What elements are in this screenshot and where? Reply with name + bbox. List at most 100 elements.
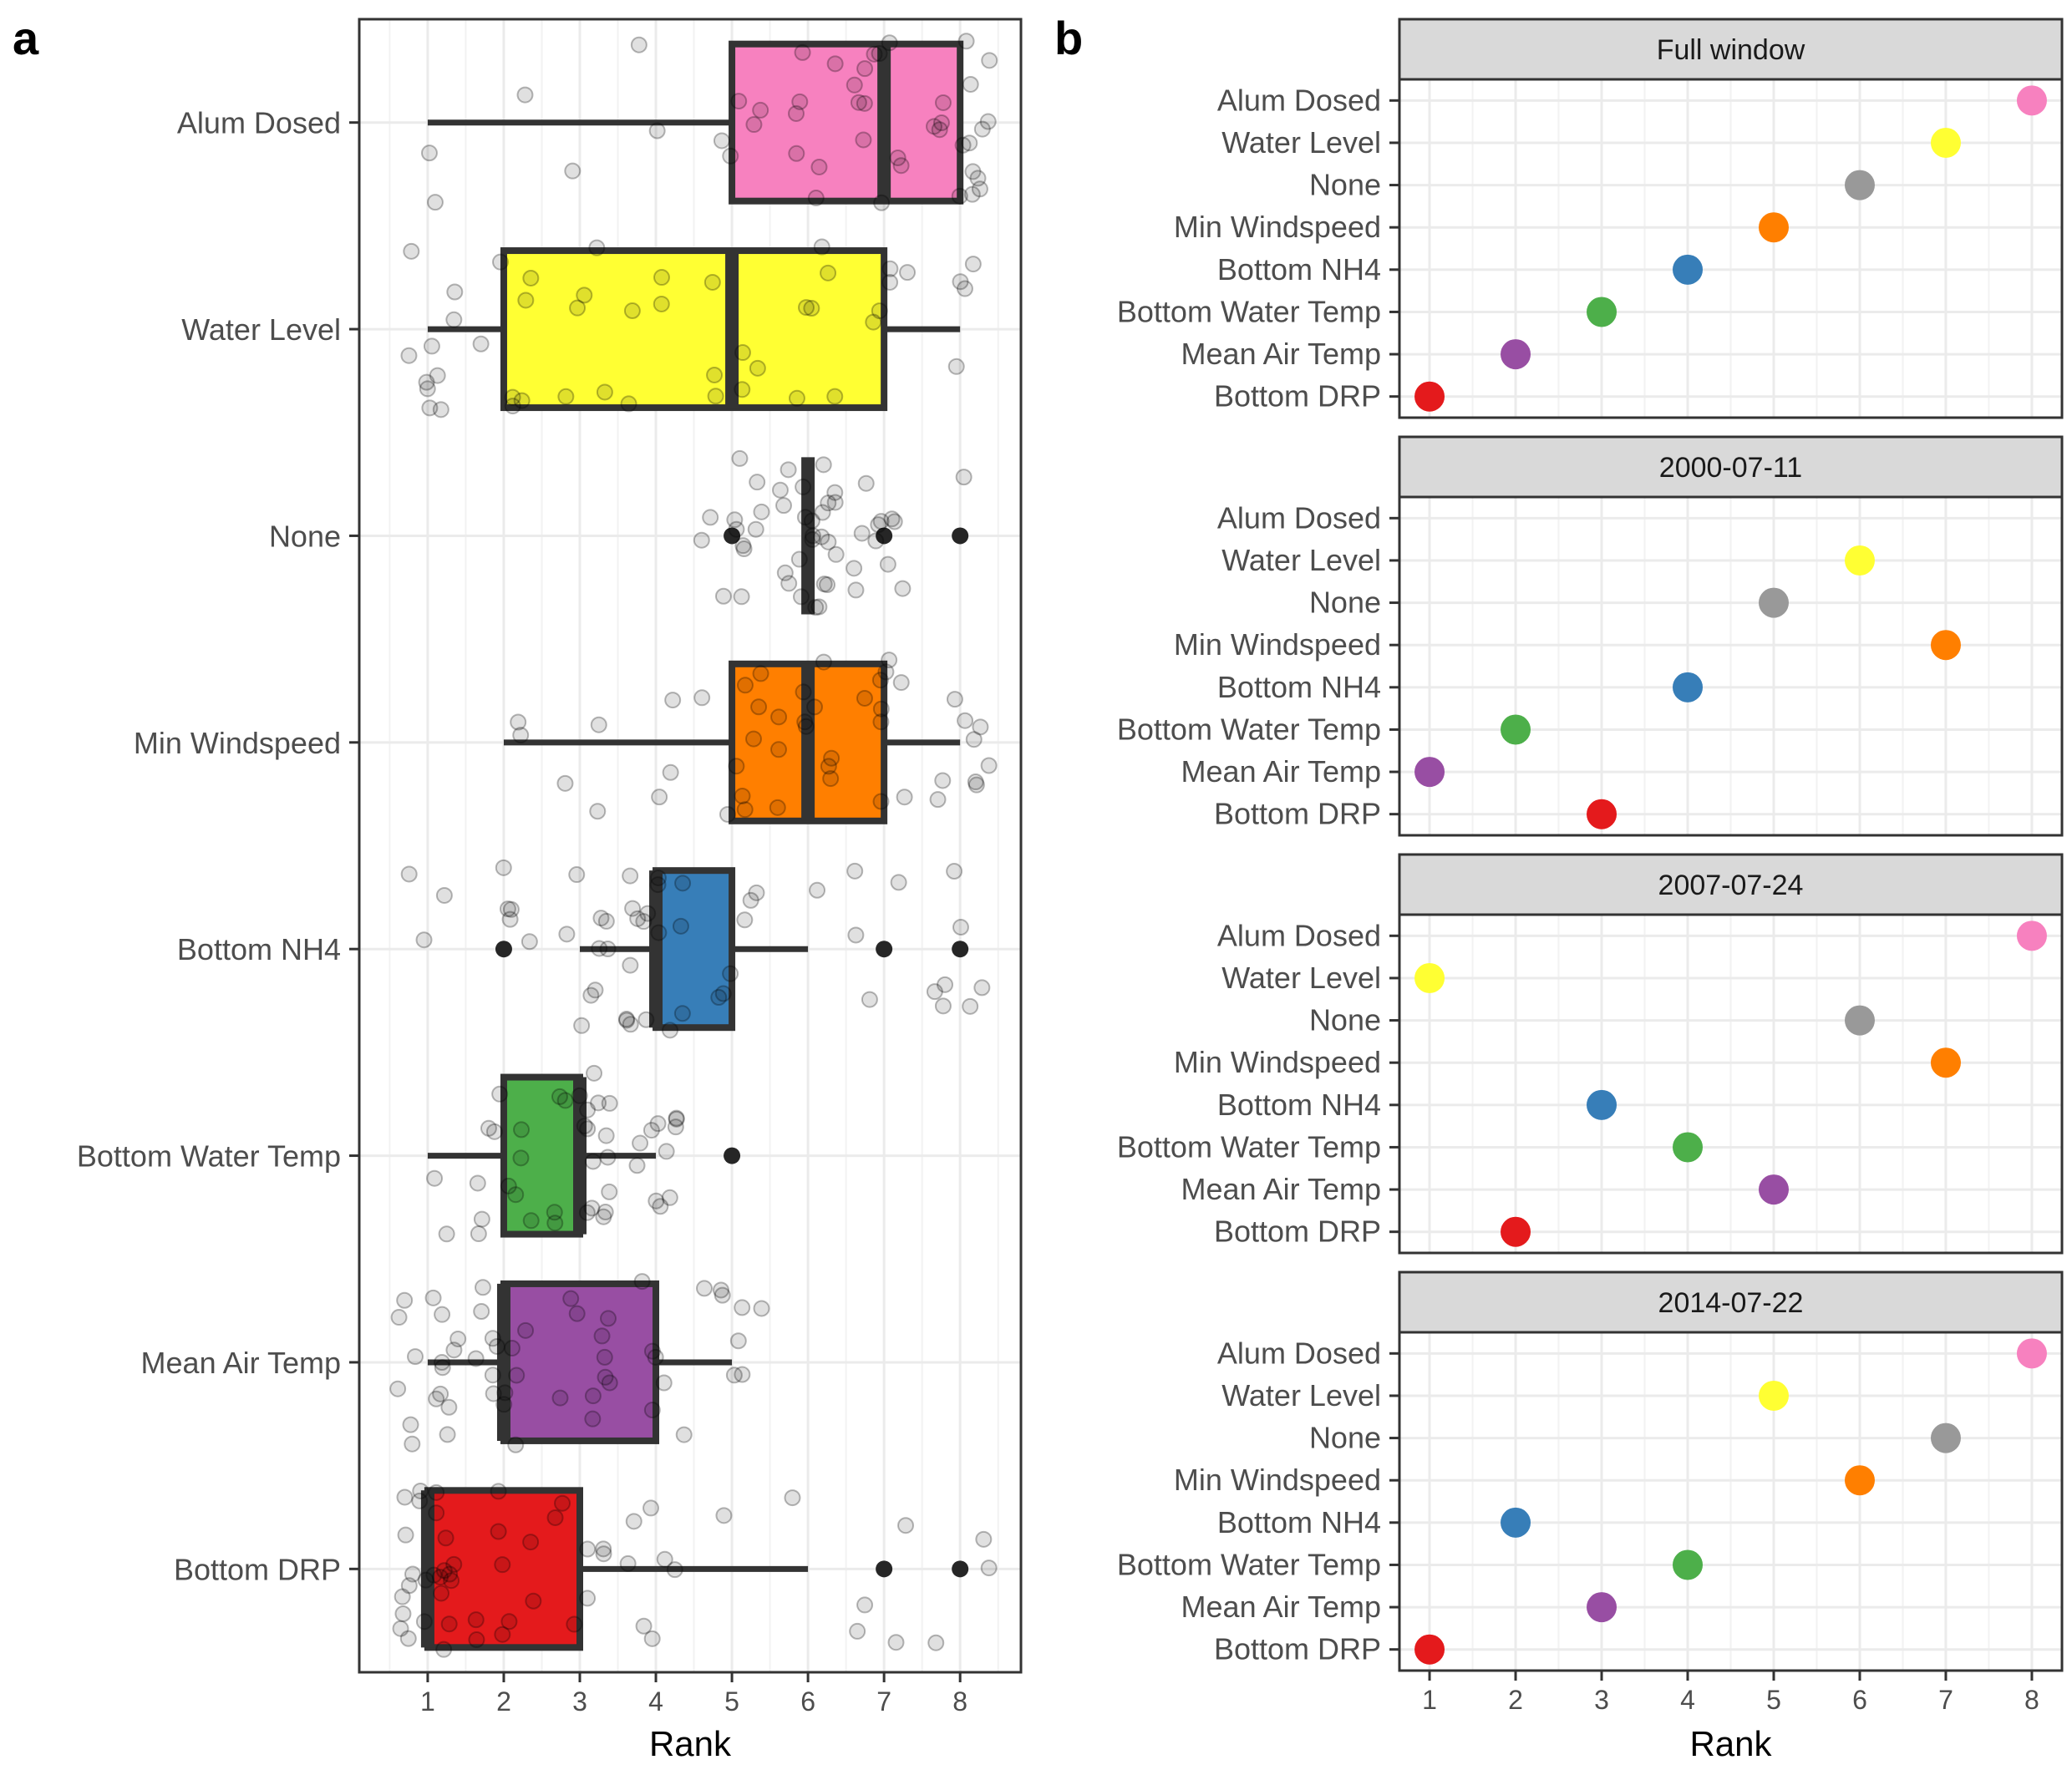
jitter-point-bottom-nh4 xyxy=(742,891,759,909)
panel-b-facets: Full window Alum Dosed Water Level None Min … xyxy=(1117,18,2064,1763)
rank-point-water-level xyxy=(1414,962,1445,993)
jitter-point-water-level xyxy=(734,344,751,362)
jitter-point-none xyxy=(753,503,770,520)
jitter-point-bottom-nh4 xyxy=(672,917,689,935)
jitter-point-bottom-water-temp xyxy=(576,1118,593,1135)
jitter-point-water-level xyxy=(517,292,535,309)
jitter-point-bottom-nh4 xyxy=(649,869,667,886)
facet-strip-label: 2000-07-11 xyxy=(1659,452,1802,484)
rank-point-bottom-water-temp xyxy=(1673,1549,1704,1580)
jitter-point-min-windspeed xyxy=(736,801,754,819)
rank-point-water-level xyxy=(1930,127,1961,158)
outlier-point-none xyxy=(876,527,893,545)
y-tick-label-bottom-nh4: Bottom NH4 xyxy=(1217,670,1381,704)
jitter-point-bottom-drp xyxy=(666,1561,683,1579)
jitter-point-min-windspeed xyxy=(693,689,711,707)
rank-point-alum-dosed xyxy=(2016,920,2047,951)
facet-strip xyxy=(1398,853,2064,916)
jitter-point-mean-air-temp xyxy=(467,1350,485,1367)
facet-border xyxy=(1398,913,2064,1255)
y-tick-label-alum-dosed: Alum Dosed xyxy=(1217,1336,1381,1370)
jitter-point-bottom-nh4 xyxy=(599,941,617,958)
y-tick-label-none: None xyxy=(1309,1003,1381,1037)
jitter-point-bottom-drp xyxy=(435,1562,453,1580)
facet-strip-label: 2007-07-24 xyxy=(1658,870,1804,901)
jitter-point-bottom-water-temp xyxy=(601,1094,618,1112)
box-bottom-drp xyxy=(420,1487,969,1651)
jitter-point-bottom-water-temp xyxy=(578,1204,596,1221)
jitter-point-alum-dosed xyxy=(964,163,982,180)
jitter-point-none xyxy=(731,449,749,467)
jitter-point-bottom-drp xyxy=(467,1611,485,1629)
jitter-point-mean-air-temp xyxy=(496,1384,514,1402)
jitter-point-bottom-nh4 xyxy=(674,875,692,892)
jitter-point-bottom-drp xyxy=(784,1489,801,1507)
jitter-point-min-windspeed xyxy=(980,757,998,774)
rank-point-water-level xyxy=(1844,545,1875,576)
jitter-point-bottom-water-temp xyxy=(649,1115,667,1133)
jitter-point-bottom-drp xyxy=(525,1592,542,1610)
jitter-point-bottom-nh4 xyxy=(587,981,604,999)
jitter-point-bottom-water-temp xyxy=(586,1064,603,1082)
jitter-point-water-level xyxy=(881,260,899,277)
jitter-point-bottom-water-temp xyxy=(595,1208,612,1225)
rank-point-mean-air-temp xyxy=(1414,757,1445,788)
jitter-bottom-water-temp xyxy=(426,1064,685,1243)
jitter-point-bottom-water-temp xyxy=(583,1199,601,1217)
jitter-point-min-windspeed xyxy=(872,713,890,731)
jitter-none xyxy=(693,449,973,616)
box-mean-air-temp xyxy=(427,1280,733,1444)
outlier-point-bottom-nh4 xyxy=(495,941,512,958)
jitter-point-none xyxy=(771,481,789,499)
jitter-point-min-windspeed xyxy=(719,805,736,823)
jitter-point-bottom-drp xyxy=(445,1555,463,1573)
jitter-point-none xyxy=(796,509,814,526)
jitter-point-bottom-drp xyxy=(399,1630,417,1647)
jitter-point-none xyxy=(820,494,837,512)
jitter-point-water-level xyxy=(734,381,751,398)
jitter-point-water-level xyxy=(557,388,575,405)
jitter-point-bottom-water-temp xyxy=(500,1177,517,1194)
jitter-bottom-drp xyxy=(392,1482,998,1658)
jitter-point-bottom-nh4 xyxy=(973,979,991,997)
rank-point-bottom-drp xyxy=(1414,381,1445,412)
jitter-point-bottom-nh4 xyxy=(846,862,864,880)
outlier-point-bottom-water-temp xyxy=(724,1147,741,1164)
jitter-point-bottom-drp xyxy=(546,1509,564,1526)
jitter-point-water-level xyxy=(491,253,509,271)
jitter-point-none xyxy=(814,504,831,521)
jitter-point-bottom-water-temp xyxy=(556,1092,574,1109)
jitter-point-bottom-nh4 xyxy=(673,1005,691,1022)
jitter-point-min-windspeed xyxy=(877,663,895,681)
jitter-point-water-level xyxy=(472,335,490,352)
jitter-point-bottom-water-temp xyxy=(597,1204,614,1221)
jitter-point-mean-air-temp xyxy=(729,1332,747,1350)
jitter-point-bottom-water-temp xyxy=(512,1149,530,1167)
jitter-point-none xyxy=(867,532,885,550)
jitter-point-bottom-water-temp xyxy=(438,1225,455,1243)
y-tick-label-bottom-water-temp: Bottom Water Temp xyxy=(1117,1547,1381,1581)
rank-point-min-windspeed xyxy=(1844,1465,1875,1496)
jitter-point-alum-dosed xyxy=(516,86,534,104)
jitter-point-mean-air-temp xyxy=(633,1273,651,1291)
jitter-point-bottom-nh4 xyxy=(592,910,610,927)
jitter-point-mean-air-temp xyxy=(440,1398,458,1416)
jitter-point-min-windspeed xyxy=(965,731,983,748)
jitter-point-water-level xyxy=(429,367,446,384)
jitter-point-min-windspeed xyxy=(728,758,745,775)
jitter-point-water-level xyxy=(703,273,721,291)
jitter-point-bottom-drp xyxy=(412,1482,429,1499)
x-tick-label: 1 xyxy=(1422,1685,1437,1715)
jitter-point-water-level xyxy=(620,395,637,413)
jitter-point-bottom-drp xyxy=(494,1556,511,1574)
jitter-point-mean-air-temp xyxy=(584,1410,602,1428)
jitter-point-alum-dosed xyxy=(745,116,763,134)
jitter-point-bottom-nh4 xyxy=(435,886,453,904)
jitter-point-bottom-drp xyxy=(428,1483,445,1501)
jitter-point-bottom-water-temp xyxy=(426,1169,444,1187)
jitter-point-water-level xyxy=(952,273,969,291)
jitter-point-bottom-water-temp xyxy=(661,1189,678,1206)
jitter-point-bottom-nh4 xyxy=(890,874,907,891)
jitter-point-none xyxy=(747,520,764,538)
jitter-point-bottom-nh4 xyxy=(624,900,642,917)
